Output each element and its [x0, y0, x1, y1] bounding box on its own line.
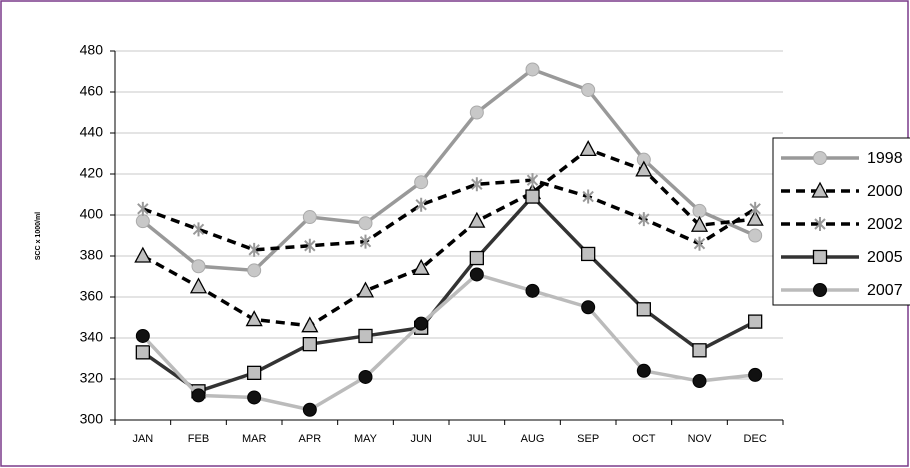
data-point [636, 302, 651, 317]
data-point [247, 365, 262, 381]
data-point [690, 215, 709, 232]
data-point [302, 402, 317, 417]
x-tick-label: APR [299, 433, 322, 445]
data-point [692, 203, 707, 218]
x-tick-label: SEP [577, 433, 599, 445]
legend-marker [813, 283, 827, 297]
legend-marker [813, 151, 827, 165]
y-tick-label: 400 [80, 206, 104, 222]
y-tick-label: 340 [80, 329, 104, 345]
y-tick-label: 380 [80, 247, 104, 263]
data-point [135, 214, 150, 229]
y-tick-label: 440 [80, 124, 104, 140]
data-point [134, 246, 152, 263]
x-tick-label: MAY [354, 433, 378, 445]
data-point [415, 197, 427, 212]
y-tick-label: 320 [80, 370, 104, 386]
data-point [525, 283, 540, 298]
data-point [579, 140, 597, 157]
legend-label: 2002 [867, 216, 903, 233]
data-point [301, 316, 319, 333]
y-tick-label: 360 [80, 288, 104, 304]
data-point [359, 234, 372, 249]
data-point [191, 259, 206, 274]
data-point [137, 201, 149, 216]
data-point [525, 62, 540, 77]
data-point [582, 189, 594, 204]
data-point [748, 367, 763, 382]
data-point [414, 175, 429, 190]
legend-marker [812, 249, 828, 265]
data-point [358, 216, 373, 231]
data-point [638, 212, 650, 227]
y-axis-title: SCC x 1000/ml [35, 212, 42, 260]
series-line [141, 147, 756, 328]
data-point [636, 363, 651, 378]
data-point [581, 82, 596, 97]
y-tick-label: 480 [80, 42, 104, 58]
x-tick-label: NOV [688, 433, 713, 445]
x-tick-label: JUN [410, 433, 431, 445]
data-point [526, 173, 539, 188]
data-point [192, 222, 205, 237]
data-point [247, 263, 262, 278]
legend-label: 2000 [867, 183, 903, 200]
data-point [358, 328, 373, 344]
data-point [358, 369, 373, 384]
x-tick-label: AUG [521, 433, 545, 445]
series-line [141, 272, 756, 412]
data-point [248, 242, 260, 257]
x-tick-label: FEB [188, 433, 209, 445]
data-point [693, 236, 706, 251]
data-point [469, 267, 484, 282]
data-point [135, 345, 150, 360]
data-point [468, 211, 486, 228]
data-point [525, 189, 540, 204]
data-point [469, 105, 484, 120]
data-point [247, 390, 262, 405]
data-point [189, 277, 208, 294]
data-point [748, 314, 763, 329]
data-point [635, 160, 653, 177]
series-line [142, 178, 757, 252]
series-line [141, 67, 756, 273]
legend-box [772, 137, 910, 306]
x-tick-label: OCT [632, 433, 656, 445]
x-tick-label: DEC [744, 433, 767, 445]
data-point [302, 336, 317, 352]
series-line [141, 193, 756, 394]
data-point [471, 177, 483, 192]
data-point [135, 328, 150, 343]
data-point [748, 228, 763, 243]
data-point [469, 250, 484, 266]
legend-marker [814, 217, 826, 231]
x-tick-label: MAR [242, 433, 267, 445]
legend-marker [811, 181, 829, 198]
legend-label: 2007 [867, 282, 903, 299]
data-point [581, 300, 596, 315]
y-tick-label: 420 [80, 165, 104, 181]
legend-label: 1998 [867, 150, 903, 167]
legend-label: 2005 [867, 249, 903, 266]
data-point [414, 316, 429, 331]
data-point [302, 210, 317, 225]
data-point [749, 201, 761, 216]
y-tick-label: 300 [80, 411, 104, 427]
data-point [245, 310, 263, 327]
data-point [581, 246, 596, 262]
data-point [412, 258, 430, 275]
y-tick-label: 460 [80, 83, 104, 99]
data-point [692, 374, 707, 389]
data-point [746, 209, 764, 226]
data-point [692, 343, 707, 358]
data-point [356, 281, 375, 298]
x-tick-label: JAN [132, 433, 153, 445]
data-point [304, 238, 316, 253]
x-tick-label: JUL [467, 433, 487, 445]
data-point [191, 388, 206, 403]
